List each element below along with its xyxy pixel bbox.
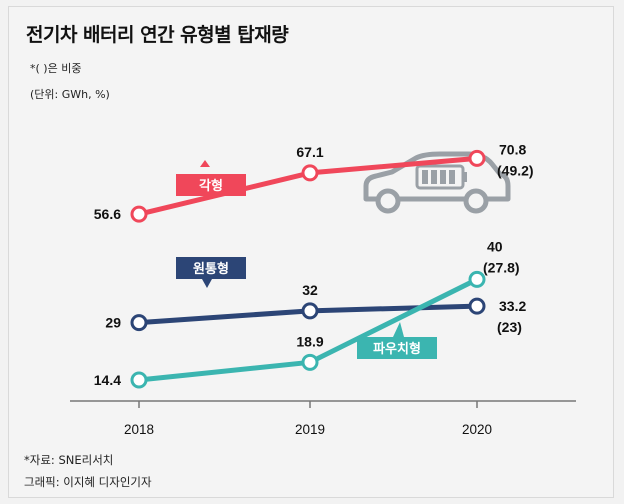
cylindrical-point-2020 [468, 297, 486, 315]
chart-card [8, 6, 614, 498]
cylindrical-value-2018: 29 [105, 315, 121, 331]
cylindrical-share-2020: (23) [497, 319, 522, 335]
cylindrical-tag-label: 원통형 [193, 261, 229, 277]
prismatic-value-2018: 56.6 [94, 206, 121, 222]
cylindrical-point-2019 [301, 302, 319, 320]
cylindrical-point-2018 [130, 314, 148, 332]
cylindrical-tag-box [176, 257, 246, 279]
source-note: *자료: SNE리서치 [24, 453, 114, 467]
pouch-tag-pointer [393, 322, 404, 337]
prismatic-tag-box [176, 174, 246, 196]
prismatic-tag-label: 각형 [199, 178, 223, 194]
pouch-value-2019: 18.9 [296, 333, 323, 349]
car-battery-icon [363, 151, 511, 214]
pouch-value-2018: 14.4 [94, 372, 121, 388]
cylindrical-value-2020: 33.2 [499, 298, 526, 314]
cylindrical-tag-pointer [202, 279, 212, 288]
prismatic-value-2019: 67.1 [296, 144, 323, 160]
x-tick-label-2019: 2019 [295, 422, 325, 437]
pouch-value-2020: 40 [487, 238, 503, 254]
x-tick-label-2020: 2020 [462, 422, 492, 437]
pouch-point-2018 [130, 371, 148, 389]
prismatic-point-2020 [468, 149, 486, 167]
x-tick-label-2018: 2018 [124, 422, 154, 437]
pouch-tag-label: 파우치형 [373, 341, 421, 357]
prismatic-value-2020: 70.8 [499, 141, 526, 157]
pouch-share-2020: (27.8) [483, 259, 520, 275]
prismatic-tag-pointer [200, 160, 210, 167]
pouch-tag-box [357, 337, 437, 359]
prismatic-point-2019 [301, 164, 319, 182]
prismatic-share-2020: (49.2) [497, 162, 534, 178]
credit-note: 그래픽: 이지혜 디자인기자 [24, 475, 152, 489]
pouch-point-2019 [301, 353, 319, 371]
prismatic-point-2018 [130, 205, 148, 223]
chart-title: 전기차 배터리 연간 유형별 탑재량 [26, 24, 289, 46]
cylindrical-value-2019: 32 [302, 282, 318, 298]
ratio-note: *( )은 비중 [30, 62, 82, 75]
unit-note: (단위: GWh, %) [30, 88, 110, 101]
pouch-point-2020 [468, 270, 486, 288]
